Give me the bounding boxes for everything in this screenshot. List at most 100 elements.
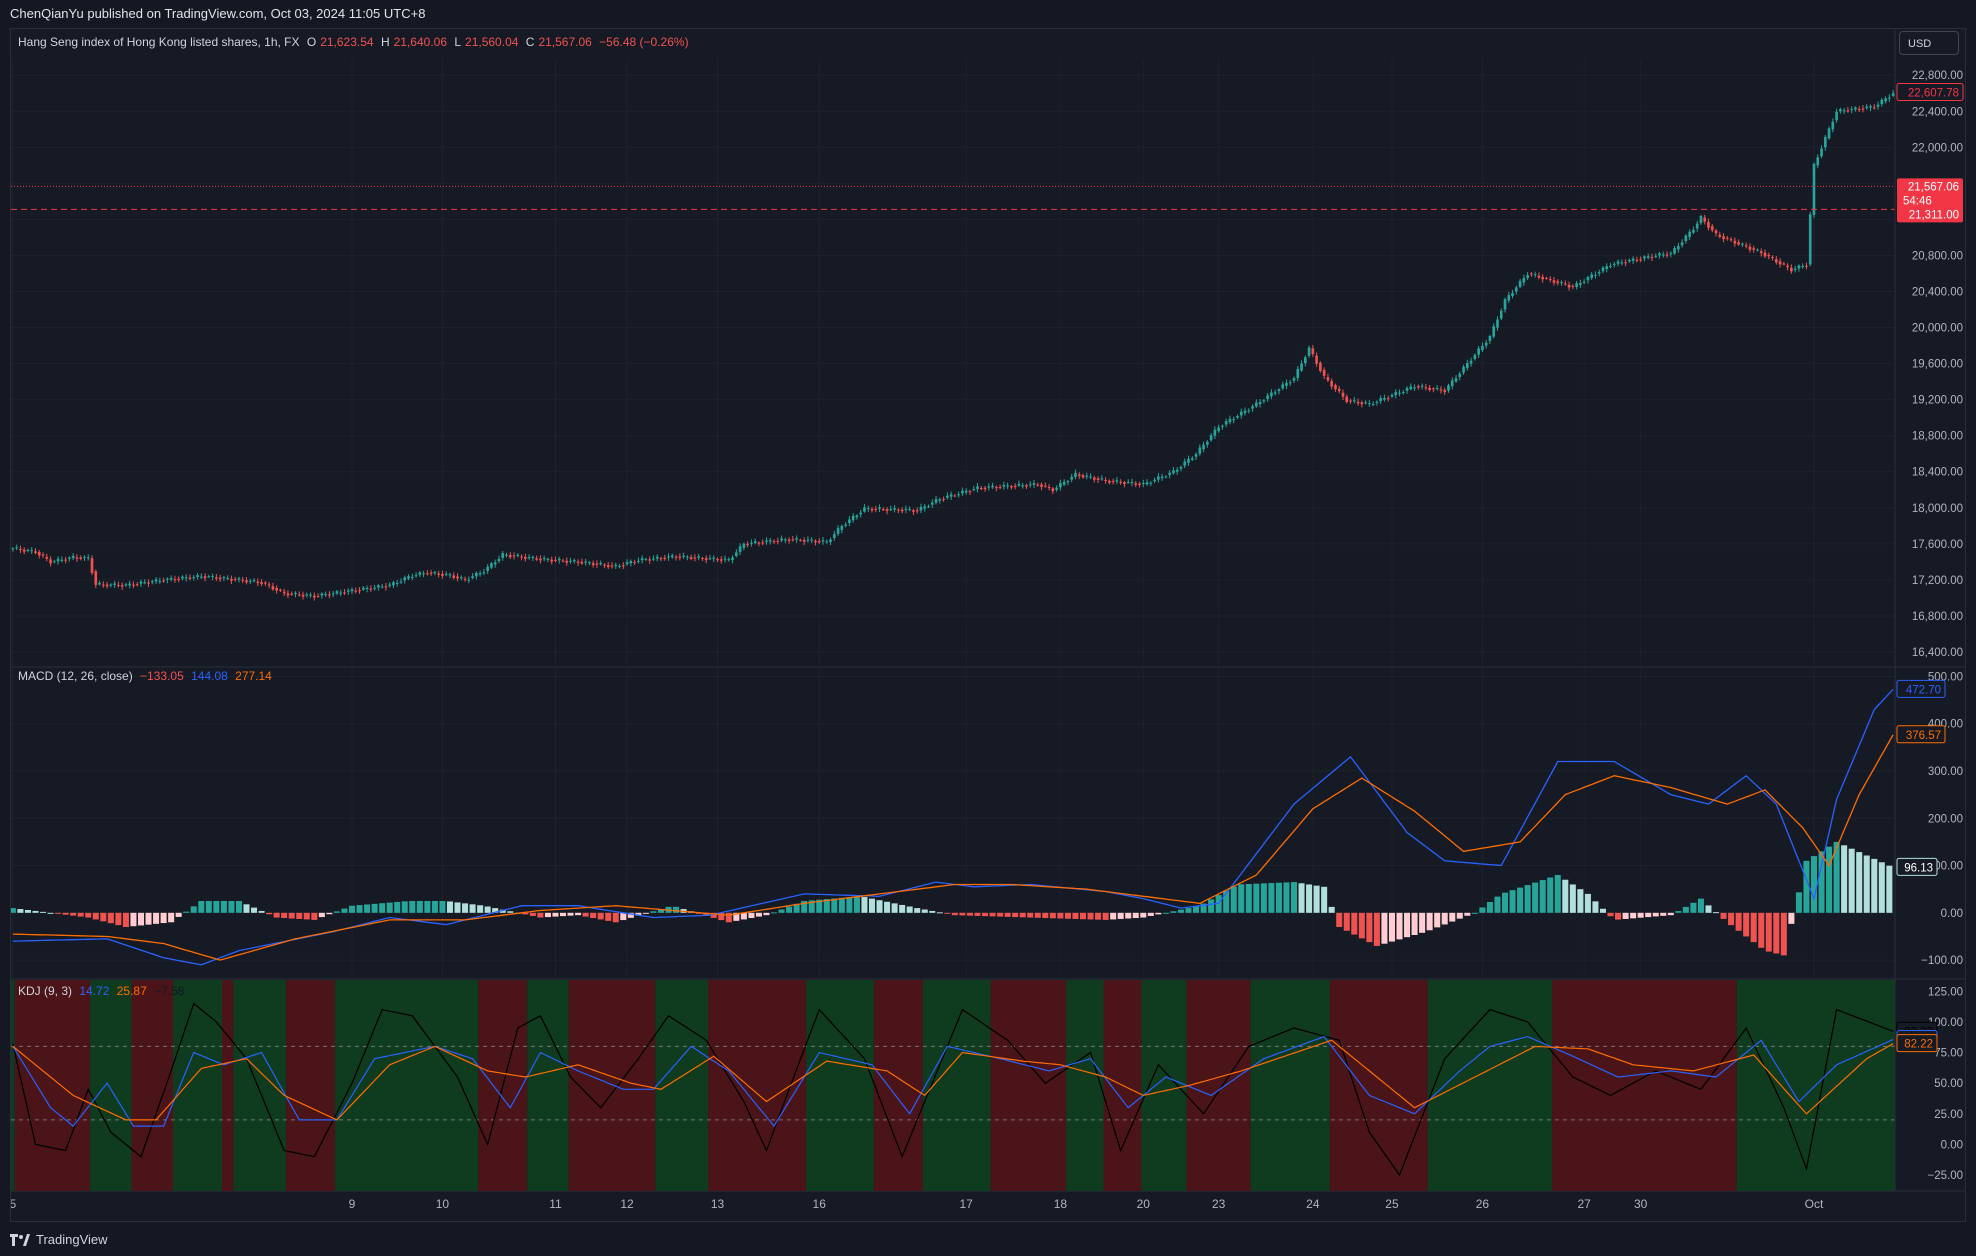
candle-body xyxy=(949,494,953,497)
macd-hist-bar xyxy=(1607,912,1614,917)
candle-body xyxy=(184,577,188,579)
macd-hist-bar xyxy=(1034,912,1041,918)
candle-body xyxy=(795,538,798,540)
candle-body xyxy=(821,540,825,542)
candle-body xyxy=(475,572,478,577)
candle-body xyxy=(1548,279,1552,281)
macd-hist-bar xyxy=(251,907,258,913)
candle-body xyxy=(746,543,749,546)
candle-body xyxy=(787,539,791,541)
kdj-bear-zone xyxy=(14,980,91,1191)
chart-canvas[interactable]: 5 9 10 11 12 13 16 17 18 20 23 24 25 26 27 30 Oct 16,400.… xyxy=(11,29,1965,1221)
candle-body xyxy=(1661,254,1665,256)
macd-hist-bar xyxy=(1117,912,1124,919)
candle-body xyxy=(995,487,998,489)
candle-body xyxy=(1639,259,1642,261)
macd-hist-bar xyxy=(1826,846,1833,913)
candle-body xyxy=(1138,483,1141,485)
macd-hist-bar xyxy=(1517,887,1524,913)
candle-body xyxy=(810,539,814,541)
macd-axis-label: 300.00 xyxy=(1928,766,1963,778)
candle-body xyxy=(885,509,889,511)
candle-body xyxy=(233,579,237,581)
macd-hist-bar xyxy=(703,912,710,916)
current-price-label: 21,567.06 xyxy=(1908,181,1959,193)
candle-body xyxy=(1172,470,1175,474)
candle-body xyxy=(143,582,147,584)
macd-hist-bar xyxy=(1705,905,1712,913)
candle-body xyxy=(128,583,132,586)
candle-body xyxy=(1062,481,1066,485)
macd-hist-bar xyxy=(1411,912,1418,935)
candle-body xyxy=(667,556,670,558)
candle-body xyxy=(169,577,173,580)
candle-body xyxy=(1070,476,1074,480)
kdj-axis-label: 50.00 xyxy=(1934,1078,1963,1090)
x-tick-label: 13 xyxy=(711,1197,725,1211)
candle-body xyxy=(1255,402,1258,407)
macd-hist-bar xyxy=(597,912,604,920)
candle-body xyxy=(1228,418,1232,423)
candle-body xyxy=(1590,274,1593,278)
candle-body xyxy=(1854,107,1857,110)
macd-hist-bar xyxy=(258,910,265,913)
macd-hist-bar xyxy=(1004,912,1011,917)
candle-body xyxy=(414,575,418,577)
candle-body xyxy=(621,565,625,567)
candle-body xyxy=(365,587,369,590)
macd-hist-bar xyxy=(642,912,649,914)
candle-body xyxy=(173,579,177,581)
macd-hist-bar xyxy=(808,900,815,913)
candle-body xyxy=(595,563,599,565)
candle-body xyxy=(459,577,463,579)
candle-body xyxy=(670,555,674,558)
candle-body xyxy=(1450,380,1454,387)
macd-hist-bar xyxy=(868,898,876,913)
chart-frame[interactable]: 5 9 10 11 12 13 16 17 18 20 23 24 25 26 27 30 Oct 16,400.… xyxy=(10,28,1966,1222)
macd-hist-bar xyxy=(1193,906,1200,913)
candle-body xyxy=(682,555,685,557)
candle-body xyxy=(286,593,290,596)
candle-body xyxy=(1876,104,1880,107)
macd-hist-bar xyxy=(1419,912,1426,933)
macd-hist-bar xyxy=(1562,879,1569,913)
candle-body xyxy=(1586,277,1590,281)
macd-hist-bar xyxy=(92,912,99,920)
macd-hist-bar xyxy=(190,906,197,913)
candle-body xyxy=(1345,396,1349,403)
candle-body xyxy=(1175,469,1179,472)
macd-hist-bar xyxy=(823,899,830,913)
candle-body xyxy=(923,506,927,509)
candle-body xyxy=(1646,256,1650,258)
macd-axis-label: −100.00 xyxy=(1921,955,1963,967)
macd-hist-bar xyxy=(1388,912,1395,942)
macd-hist-bar xyxy=(748,912,755,919)
candle-body xyxy=(633,562,636,564)
candle-body xyxy=(211,575,214,578)
x-tick-label: 23 xyxy=(1212,1197,1226,1211)
candle-body xyxy=(1767,254,1771,257)
macd-hist-bar xyxy=(17,909,24,913)
candle-body xyxy=(508,555,512,558)
currency-button[interactable]: USD xyxy=(1899,31,1959,55)
candle-body xyxy=(1036,484,1040,486)
candle-body xyxy=(1153,479,1156,482)
tradingview-brand[interactable]: TradingView xyxy=(10,1232,108,1247)
macd-hist-bar xyxy=(40,911,47,913)
macd-hist-bar xyxy=(590,912,597,919)
candle-body xyxy=(1884,98,1887,102)
candle-body xyxy=(527,557,531,559)
macd-hist-bar xyxy=(1208,899,1215,913)
candle-body xyxy=(1100,478,1104,480)
candle-body xyxy=(1684,235,1688,242)
candle-body xyxy=(493,562,497,565)
candle-body xyxy=(203,576,207,579)
candle-body xyxy=(991,485,994,488)
candle-body xyxy=(1774,259,1778,263)
candle-body xyxy=(53,561,56,563)
candle-body xyxy=(313,595,316,598)
macd-hist-bar xyxy=(1878,862,1885,913)
last-price-label: 22,607.78 xyxy=(1908,88,1959,100)
macd-hist-bar xyxy=(386,902,393,913)
candle-body xyxy=(354,590,358,592)
